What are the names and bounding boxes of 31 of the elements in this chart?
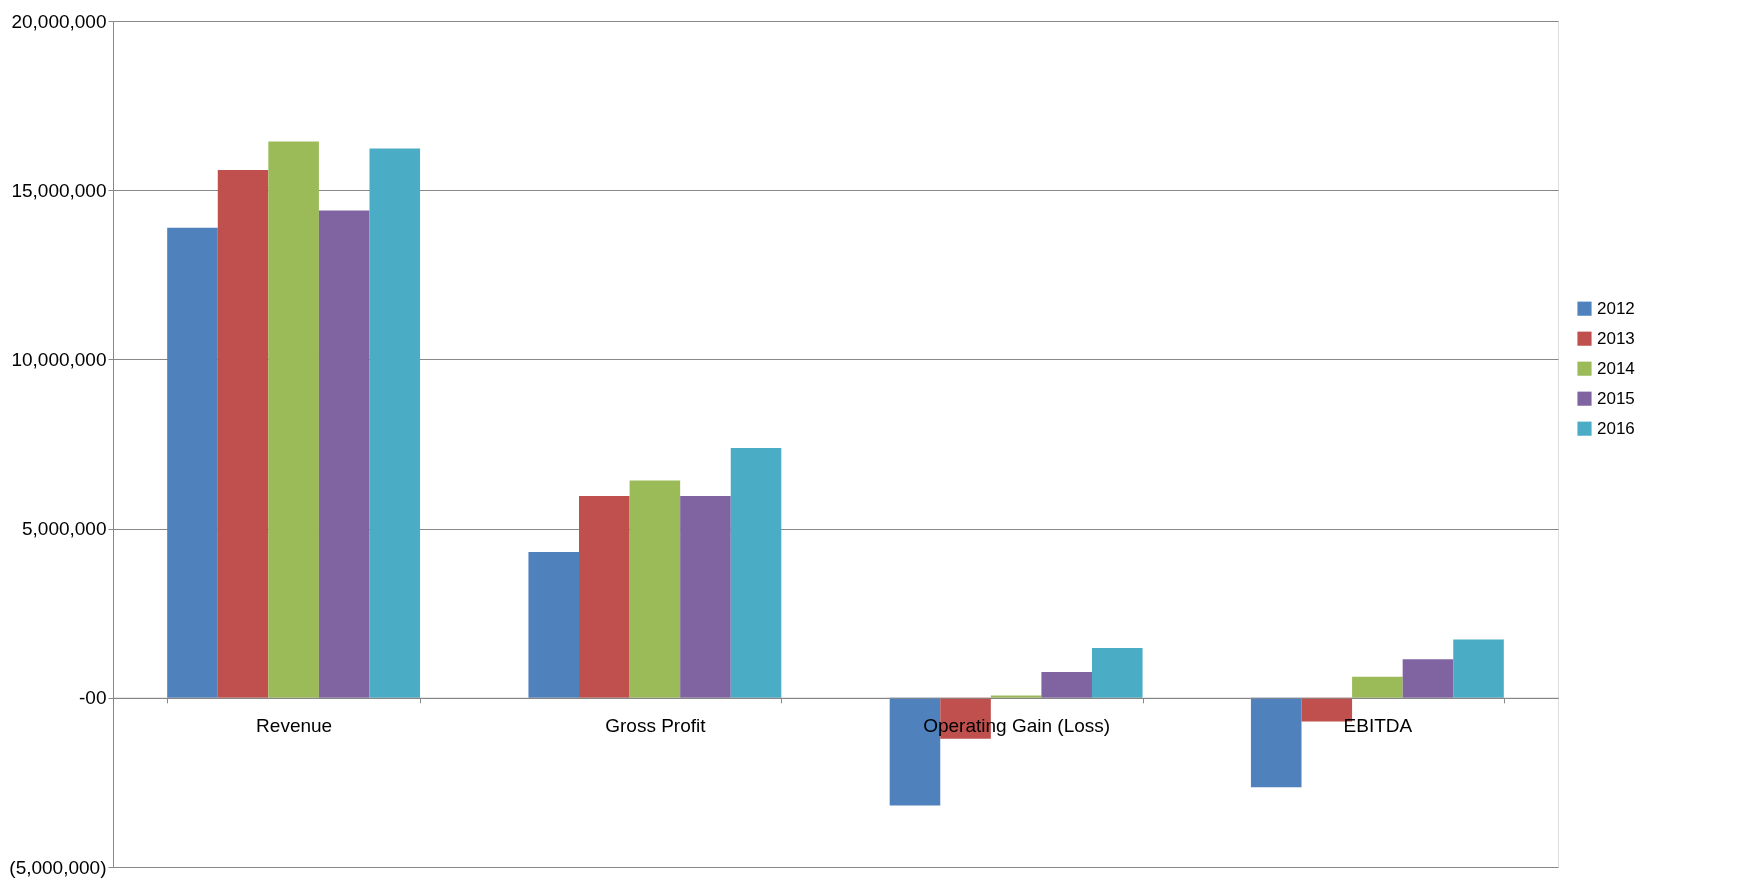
y-tick-label: 10,000,000: [11, 348, 107, 370]
bar: [1453, 639, 1504, 698]
bar: [167, 227, 218, 698]
bar: [579, 496, 630, 698]
x-tick-label: EBITDA: [1343, 715, 1413, 737]
bar: [369, 148, 421, 698]
legend-label: 2013: [1597, 328, 1635, 348]
bar: [730, 448, 782, 698]
bar: [1402, 659, 1454, 698]
y-tick-label: 15,000,000: [11, 179, 107, 201]
legend-label: 2012: [1597, 298, 1635, 318]
legend-label: 2016: [1597, 418, 1635, 438]
bar: [268, 141, 319, 698]
x-tick-label: Revenue: [256, 715, 333, 737]
bar: [1352, 676, 1403, 698]
bar: [680, 496, 731, 698]
y-tick-label: (5,000,000): [9, 856, 107, 878]
y-tick-label: 20,000,000: [11, 10, 107, 32]
bar: [217, 169, 269, 698]
x-tick-label: Gross Profit: [605, 715, 707, 737]
bar: [1091, 648, 1143, 698]
y-tick-label: 5,000,000: [21, 518, 107, 540]
bar: [1041, 672, 1092, 698]
legend-label: 2014: [1597, 358, 1635, 378]
bar: [990, 695, 1042, 698]
bar: [528, 551, 580, 698]
legend-label: 2015: [1597, 388, 1635, 408]
bar: [1250, 697, 1302, 788]
bar: [318, 210, 370, 698]
bar: [629, 480, 681, 698]
y-tick-label: -00: [79, 687, 107, 709]
